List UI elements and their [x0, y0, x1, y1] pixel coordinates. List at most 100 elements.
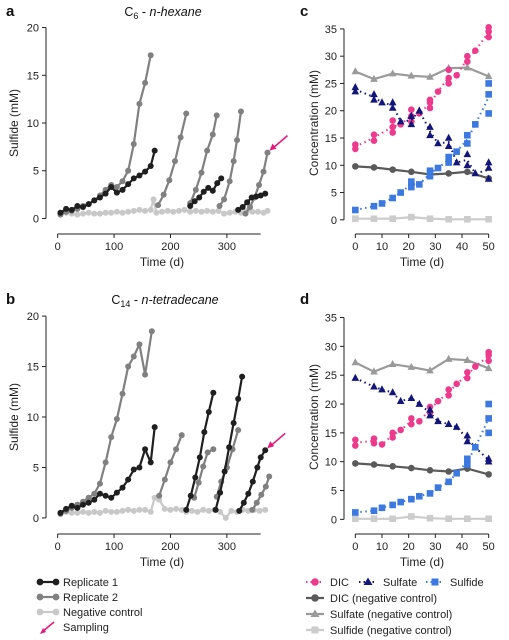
data-point-replicate-1 — [187, 492, 194, 499]
data-point-sulfide-neg — [485, 515, 492, 523]
legend-item-sulfide: Sulfide — [426, 577, 484, 589]
data-point-replicate-2 — [200, 463, 207, 470]
y-tick-label: 0 — [331, 514, 337, 526]
data-point-negative-control — [181, 206, 188, 213]
data-point-negative-control — [188, 507, 195, 514]
data-point-replicate-2 — [264, 149, 271, 156]
data-point-sulfate — [426, 405, 434, 413]
data-point-dic — [434, 88, 442, 95]
sampling-arrow — [270, 432, 286, 446]
data-point-dic — [445, 80, 452, 87]
data-point-replicate-2 — [167, 459, 174, 466]
data-point-dic — [389, 434, 396, 441]
data-point-dic — [464, 58, 471, 65]
panel-title-a-main: C — [124, 5, 133, 19]
data-point-dic — [485, 23, 492, 31]
y-tick-label: 20 — [27, 23, 39, 35]
data-point-replicate-1 — [91, 197, 98, 204]
data-point-replicate-1 — [130, 175, 137, 182]
data-point-sulfate — [471, 169, 480, 177]
data-point-dic-neg — [389, 166, 396, 173]
y-tick-label: 10 — [325, 457, 337, 469]
data-point-sulfide — [434, 484, 442, 491]
data-point-sulfate — [396, 396, 405, 404]
data-point-dic-neg — [408, 464, 415, 472]
data-point-replicate-1 — [125, 476, 132, 483]
data-point-negative-control — [130, 507, 137, 514]
data-point-sulfide — [445, 478, 452, 486]
data-point-replicate-1 — [119, 484, 126, 491]
data-point-sulfate — [378, 98, 386, 106]
y-tick-label: 30 — [325, 341, 337, 353]
data-point-replicate-2 — [136, 100, 143, 107]
data-point-replicate-2 — [91, 490, 98, 497]
data-point-sulfate — [370, 382, 378, 390]
data-point-dic — [445, 74, 452, 82]
legend-item-replicate2: Replicate 2 — [36, 592, 118, 604]
legend-label-sulfide-neg: Sulfide (negative control) — [330, 625, 452, 637]
x-axis-title: Time (d) — [140, 555, 184, 569]
x-tick-label: 100 — [105, 541, 123, 553]
sampling-arrow-head — [267, 441, 275, 449]
series-line-replicate-2 — [158, 434, 183, 497]
data-point-replicate-2 — [130, 353, 137, 360]
y-tick-label: 25 — [325, 370, 337, 382]
data-point-replicate-2 — [119, 178, 126, 185]
x-tick-label: 0 — [55, 241, 61, 253]
data-point-sulfide — [370, 507, 378, 515]
data-point-replicate-2 — [204, 147, 211, 154]
data-point-replicate-2 — [216, 203, 223, 210]
data-point-sulfate-neg — [370, 367, 378, 375]
y-axis-title: Sulfide (mM) — [7, 89, 21, 157]
data-point-replicate-1 — [80, 501, 87, 508]
data-point-sulfide-neg — [464, 215, 471, 223]
data-point-replicate-2 — [213, 112, 220, 119]
chart-b: 0 100 200 300 0 5 10 15 20 Time (d) Sulfide (mM) — [7, 311, 286, 569]
data-point-sulfide — [408, 495, 415, 503]
data-point-sulfate-neg — [444, 354, 453, 362]
data-point-sulfate-neg — [426, 366, 434, 374]
x-tick-label: 100 — [105, 241, 123, 253]
x-tick-label: 10 — [376, 541, 388, 553]
data-point-dic — [389, 117, 396, 124]
legend-item-sulfide-neg: Sulfide (negative control) — [306, 625, 452, 637]
y-tick-label: 5 — [331, 486, 337, 498]
y-axis-title: Sulfide (mM) — [7, 383, 21, 451]
data-point-dic-neg — [485, 471, 492, 478]
data-point-dic — [389, 123, 396, 131]
data-point-replicate-2 — [235, 427, 242, 434]
data-point-replicate-2 — [166, 177, 173, 184]
data-point-replicate-1 — [262, 190, 269, 197]
data-point-negative-control — [217, 508, 224, 515]
x-tick-label: 40 — [456, 541, 468, 553]
data-point-sulfide — [445, 159, 452, 166]
data-point-dic — [408, 420, 415, 428]
data-point-replicate-1 — [239, 373, 246, 380]
data-point-replicate-2 — [230, 158, 237, 165]
data-point-negative-control — [161, 505, 168, 512]
data-point-replicate-1 — [254, 464, 261, 471]
data-point-replicate-2 — [125, 363, 132, 370]
data-point-replicate-1 — [136, 172, 143, 179]
data-point-dic-neg — [370, 164, 378, 171]
data-point-dic — [445, 392, 452, 399]
data-point-replicate-1 — [196, 454, 203, 461]
data-point-sulfate — [434, 417, 442, 425]
data-point-dic — [472, 363, 479, 370]
data-point-negative-control — [150, 196, 157, 203]
data-point-sulfide — [464, 461, 471, 468]
x-tick-label: 40 — [456, 241, 468, 253]
data-point-replicate-1 — [196, 194, 203, 201]
data-point-sulfate — [351, 87, 360, 95]
y-tick-label: 20 — [27, 311, 39, 323]
data-point-dic — [408, 415, 415, 422]
data-point-sulfide — [485, 429, 492, 437]
data-point-sulfide — [408, 178, 415, 185]
data-point-dic — [352, 442, 359, 449]
data-point-sulfide — [485, 80, 492, 87]
data-point-negative-control — [153, 209, 160, 216]
data-point-sulfide — [453, 148, 460, 155]
y-tick-label: 35 — [325, 24, 337, 36]
data-point-sulfate — [370, 95, 378, 103]
data-point-dic-neg — [352, 460, 359, 467]
